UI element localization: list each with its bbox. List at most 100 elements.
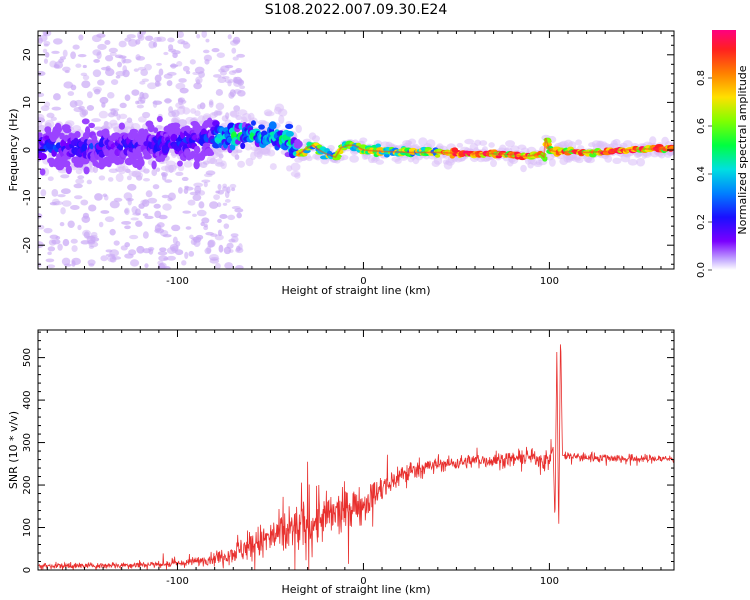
spectrogram-speckle xyxy=(154,74,162,83)
spectrogram-blob xyxy=(63,127,72,134)
spectrogram-speckle xyxy=(164,97,172,104)
spectrogram-speckle xyxy=(62,238,70,247)
spectrogram-speckle xyxy=(229,89,236,98)
spectrogram-speckle xyxy=(82,64,87,69)
spectrogram-speckle xyxy=(217,218,222,224)
spectrogram-speckle xyxy=(225,112,230,120)
spectrogram-speckle xyxy=(98,221,104,228)
spectrogram-speckle xyxy=(101,102,106,108)
spectrogram-speckle xyxy=(196,34,201,39)
spectrogram-speckle xyxy=(217,229,223,237)
spectrogram-speckle xyxy=(177,187,183,194)
spectrogram-speckle xyxy=(93,59,100,63)
snr-y-tick-label: 400 xyxy=(22,391,33,410)
spectrogram-speckle xyxy=(78,34,84,41)
spectrogram-speckle xyxy=(104,216,115,223)
spectrogram-speckle xyxy=(217,76,227,84)
spectrogram-halo xyxy=(269,163,277,171)
spectrogram-speckle xyxy=(57,194,66,198)
spectrogram-speckle xyxy=(169,243,179,252)
spectrogram-blob xyxy=(88,122,96,129)
spectrogram-speckle xyxy=(188,250,195,257)
spectrogram-halo xyxy=(206,156,216,164)
spectrogram-speckle xyxy=(201,179,211,183)
spectrogram-speckle xyxy=(109,249,120,257)
spectrogram-speckle xyxy=(161,194,170,199)
spectrogram-halo xyxy=(575,157,584,164)
spectrogram-speckle xyxy=(137,31,143,40)
spectrogram-blob xyxy=(81,158,90,165)
spectrogram-speckle xyxy=(92,86,102,93)
spectrogram-speckle xyxy=(168,106,173,114)
spectrogram-speckle xyxy=(182,210,192,214)
spectrogram-speckle xyxy=(159,247,167,252)
spectrogram-speckle xyxy=(208,101,214,108)
spectrogram-speckle xyxy=(38,70,46,77)
spectrogram-speckle xyxy=(94,193,103,201)
spectrogram-speckle xyxy=(139,80,146,85)
spectrogram-speckle xyxy=(79,109,87,118)
spectrogram-blob xyxy=(193,160,200,170)
spectrogram-speckle xyxy=(91,118,101,123)
spectrogram-speckle xyxy=(230,233,239,238)
chart-title: S108.2022.007.09.30.E24 xyxy=(265,2,448,18)
spectrogram-ylabel: Frequency (Hz) xyxy=(7,109,20,192)
spectrogram-speckle xyxy=(239,85,246,90)
spectrogram-speckle xyxy=(38,213,43,219)
spectrogram-y-tick-label: 20 xyxy=(22,48,33,61)
spectrogram-speckle xyxy=(182,42,191,49)
spectrogram-speckle xyxy=(157,266,167,269)
spectrogram-speckle xyxy=(86,179,92,185)
spectrogram-speckle xyxy=(100,66,110,71)
spectrogram-halo xyxy=(115,173,124,183)
spectrogram-speckle xyxy=(156,36,167,42)
spectrogram-speckle xyxy=(62,49,68,58)
spectrogram-y-tick-label: -20 xyxy=(22,237,33,253)
spectrogram-speckle xyxy=(167,197,173,202)
spectrogram-blob xyxy=(285,123,294,130)
spectrogram-speckle xyxy=(126,175,132,181)
spectrogram-x-tick-label: 100 xyxy=(540,276,559,287)
spectrogram-speckle xyxy=(43,43,49,47)
spectrogram-halo xyxy=(649,136,657,145)
spectrogram-speckle xyxy=(102,193,108,198)
spectrogram-halo xyxy=(244,143,252,151)
spectrogram-speckle xyxy=(60,174,70,179)
spectrogram-halo xyxy=(306,155,313,162)
spectrogram-speckle xyxy=(156,62,162,66)
spectrogram-speckle xyxy=(52,38,63,45)
spectrogram-speckle xyxy=(147,82,157,90)
spectrogram-halo xyxy=(88,166,95,173)
spectrogram-speckle xyxy=(139,91,145,100)
spectrogram-speckle xyxy=(51,50,60,54)
snr-panel: -100 0 100 0 100 200 300 400 500 Height of strai… xyxy=(7,329,675,596)
spectrogram-speckle xyxy=(88,241,99,248)
spectrogram-speckle xyxy=(136,245,145,254)
spectrogram-speckle xyxy=(181,260,187,266)
spectrogram-speckle xyxy=(87,259,96,266)
spectrogram-speckle xyxy=(113,240,120,246)
spectrogram-halo xyxy=(311,135,320,143)
spectrogram-speckle xyxy=(88,204,97,212)
spectrogram-blob xyxy=(65,165,72,175)
colorbar-tick-label: 0.6 xyxy=(696,118,707,134)
spectrogram-blob xyxy=(240,142,246,150)
spectrogram-blob xyxy=(268,121,277,130)
colorbar-label: Normalized spectral amplitude xyxy=(736,65,749,234)
spectrogram-speckle xyxy=(70,238,78,244)
spectrogram-speckle xyxy=(176,31,184,39)
spectrogram-halo xyxy=(479,140,488,146)
spectrogram-speckle xyxy=(51,188,59,197)
spectrogram-speckle xyxy=(222,186,228,192)
spectrogram-blob xyxy=(74,131,81,139)
spectrogram-speckle xyxy=(181,176,189,182)
spectrogram-speckle xyxy=(215,102,225,111)
spectrogram-halo xyxy=(214,109,223,116)
spectrogram-speckle xyxy=(163,73,173,79)
spectrogram-speckle xyxy=(131,205,138,214)
spectrogram-speckle xyxy=(75,63,82,68)
spectrogram-speckle xyxy=(205,170,216,176)
spectrogram-halo xyxy=(488,142,495,148)
spectrogram-blob xyxy=(375,143,382,148)
spectrogram-speckle xyxy=(133,68,139,72)
